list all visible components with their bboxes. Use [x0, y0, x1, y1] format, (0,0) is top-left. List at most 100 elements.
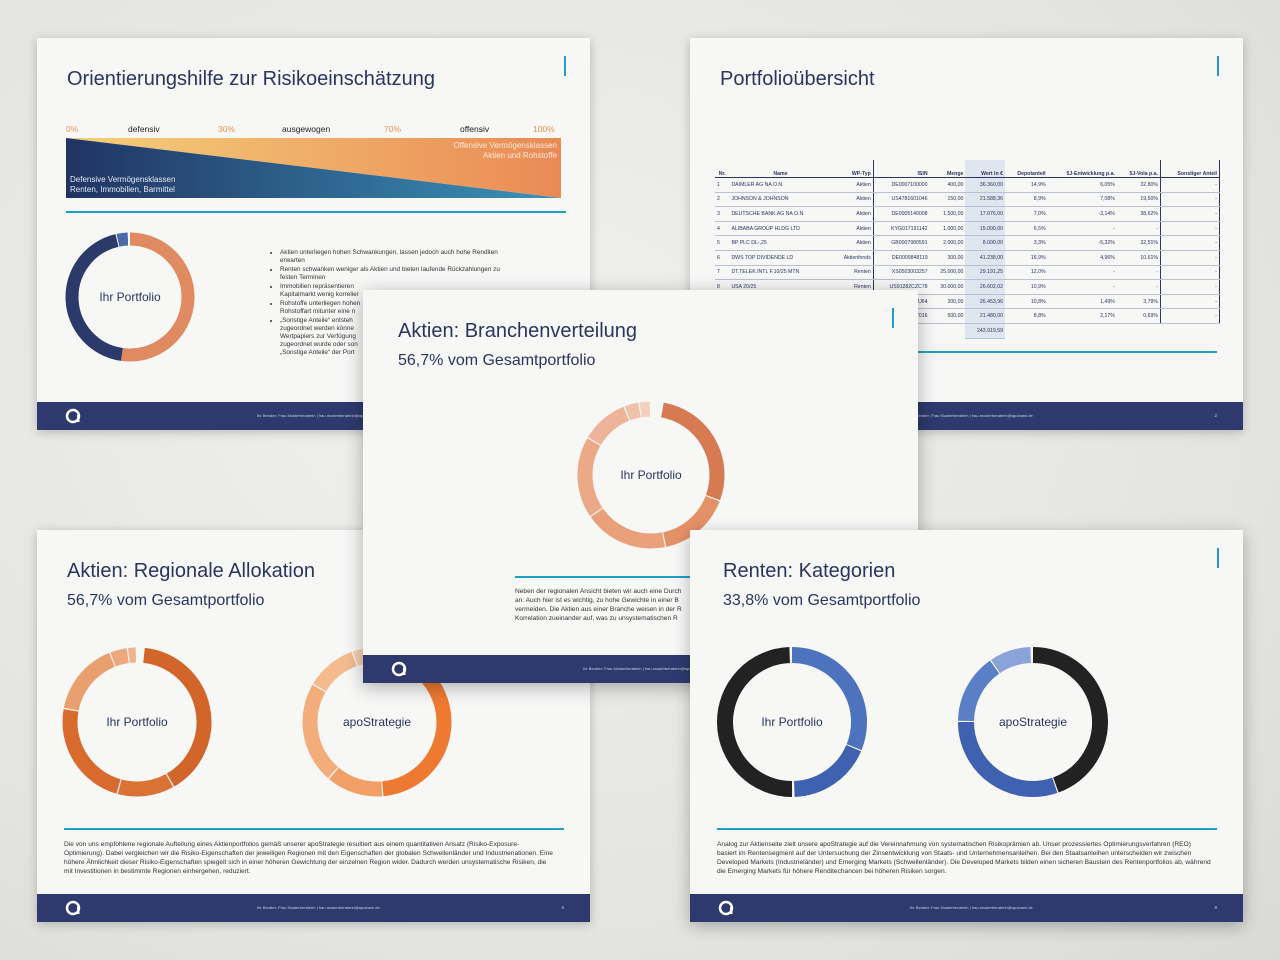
table-cell: 150,00 [929, 192, 966, 208]
donut [62, 647, 212, 797]
scale-label: 30% [218, 124, 236, 134]
text-line: vermeiden. Die Aktien aus einer Branche … [515, 606, 682, 613]
table-row: 7 DT.TELEK.INTL F.10/25 MTN Renten XS050300… [715, 265, 1221, 281]
table-cell: Aktien [831, 206, 874, 222]
table-cell: 38,62% [1116, 206, 1161, 222]
donut-segment [313, 651, 357, 692]
text-line: an. Auch hier ist es wichtig, zu hohe Ge… [515, 597, 679, 604]
table-cell: KYG017191142 [873, 221, 930, 237]
donut-label: Ihr Portfolio [620, 468, 682, 482]
bullet-list: Aktien unterliegen hohen Schwankungen, l… [271, 249, 531, 358]
divider [66, 211, 566, 213]
bullet-line: Wertpapiers zur Verfügung [280, 333, 356, 340]
slide-title: Orientierungshilfe zur Risikoeinschätzun… [67, 68, 435, 90]
table-cell: ALIBABA GROUP HLDG LTD [729, 221, 832, 237]
table-cell: - [1047, 221, 1117, 237]
page-number: 6 [561, 905, 564, 910]
donut [717, 647, 867, 797]
table-cell: 6 [715, 250, 730, 266]
page-number: 2 [1214, 413, 1217, 418]
table-cell: - [1160, 221, 1221, 237]
table-cell: - [1116, 265, 1161, 281]
table-cell: DE0005140008 [873, 206, 930, 222]
offensive-label: Offensive Vermögensklassen Aktien und Ro… [454, 141, 557, 161]
donut-segment [639, 401, 651, 418]
donut-label: Ihr Portfolio [761, 715, 823, 729]
table-cell: US4781601046 [873, 192, 930, 208]
table-cell: 19,50% [1116, 192, 1161, 208]
donut [65, 232, 195, 362]
table-cell: 7 [715, 265, 730, 281]
table-cell: XS0503003257 [873, 265, 930, 281]
slide-title: Aktien: Regionale Allokation [67, 560, 315, 582]
logo [65, 900, 81, 916]
table-cell: 36.360,00 [965, 177, 1005, 193]
table-cell: - [1160, 206, 1221, 222]
bullet-line: „Sonstige Anteile“ entsteh [280, 317, 353, 324]
donut-segment [662, 495, 720, 547]
bullet-line: Immobilien repräsentieren [280, 283, 354, 290]
footer: Ihr Berater: Frau Musterberaterin | frau… [690, 894, 1243, 922]
donut-label: Ihr Portfolio [106, 715, 168, 729]
table-cell: 1,49% [1047, 294, 1117, 310]
bullet-line: Rohstoffe unterliegen hohen [280, 300, 361, 307]
table-cell: 29.191,25 [965, 265, 1005, 281]
table-cell: - [1160, 265, 1221, 281]
table-cell: 500,00 [929, 308, 966, 324]
footer-text: Ihr Berater: Frau Musterberaterin | frau… [257, 905, 380, 910]
footer-text: Ihr Berater: Frau Musterberaterin | frau… [910, 905, 1033, 910]
defensive-label: Defensive Vermögensklassen Renten, Immob… [70, 175, 175, 195]
table-cell: 4,96% [1047, 250, 1117, 266]
table-cell: 4 [715, 221, 730, 237]
accent [1217, 56, 1219, 76]
table-cell: 21.588,36 [965, 192, 1005, 208]
divider [64, 828, 564, 830]
table-cell: DT.TELEK.INTL F.10/25 MTN [729, 265, 832, 281]
description: Analog zur Aktienseite zielt unsere apoS… [717, 841, 1211, 875]
table-cell: -3,14% [1047, 206, 1117, 222]
bullet-line: „Sonstige Anteile“ der Port [280, 349, 355, 356]
table-cell: 2,17% [1047, 308, 1117, 324]
footer: Ihr Berater: Frau Musterberaterin | frau… [37, 894, 590, 922]
table-cell: 7,0% [1004, 206, 1048, 222]
donut-segment [110, 648, 129, 667]
table-cell: 10,8% [1004, 294, 1048, 310]
table-cell: 8,9% [1004, 192, 1048, 208]
bullet-line: zugeordnet wurde oder son [280, 341, 358, 348]
table-cell: - [1160, 177, 1221, 193]
table-cell: 8.000,00 [965, 235, 1005, 251]
donut-label: Ihr Portfolio [99, 290, 161, 304]
header-cell: 5J-Vola p.a. [1116, 160, 1161, 178]
donut-segment [793, 744, 862, 797]
table-cell: 10,9% [1004, 279, 1048, 295]
table-row: 2 JOHNSON & JOHNSON Aktien US4781601046 150,… [715, 192, 1221, 208]
header-row: Nr. Name WP-Typ ISIN Menge Wert in € Depotante… [715, 160, 1221, 178]
defensive-wedge [66, 138, 561, 198]
footer-text: Ihr Berater: Frau Musterberaterin | frau… [910, 413, 1033, 418]
table-cell: Aktien [831, 177, 874, 193]
total-row: 243.919,59 [715, 323, 1220, 339]
donut [958, 647, 1108, 797]
text-line: Neben der regionalen Ansicht bieten wir … [515, 588, 682, 595]
table-cell: - [1116, 279, 1161, 295]
table-cell: 41.238,00 [965, 250, 1005, 266]
table-cell: 17.076,00 [965, 206, 1005, 222]
table-cell: 0,69% [1116, 308, 1161, 324]
table-cell: - [1047, 265, 1117, 281]
logo [718, 900, 734, 916]
table-cell: Renten [831, 265, 874, 281]
donut-segment [121, 232, 195, 362]
header-cell: WP-Typ [831, 160, 874, 178]
header-cell: Name [729, 160, 832, 178]
bond-slide: Renten: Kategorien 33,8% vom Gesamtportf… [690, 530, 1243, 922]
accent [564, 56, 566, 76]
donut-segment [329, 767, 383, 797]
donut-segment [1032, 647, 1108, 793]
table-row: 1 DAIMLER AG NA O.N. Aktien DE0007100000 400… [715, 177, 1221, 193]
accent [892, 308, 894, 328]
label-line: Aktien und Rohstoffe [482, 151, 557, 160]
table-cell: - [1047, 279, 1117, 295]
